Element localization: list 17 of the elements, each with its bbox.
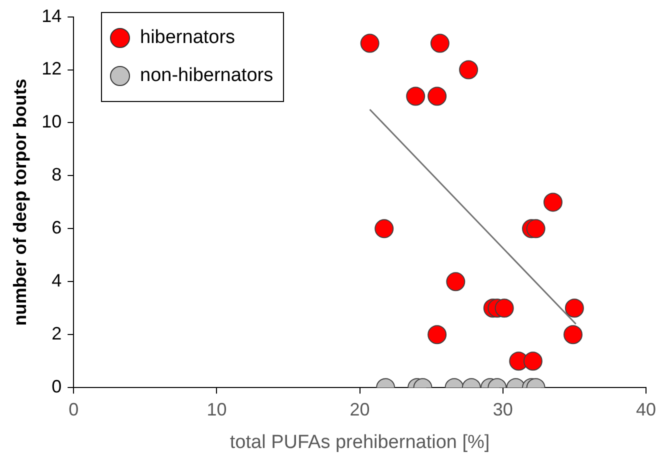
y-tick-label: 14 bbox=[42, 6, 62, 26]
y-tick-label: 10 bbox=[42, 112, 62, 132]
y-axis-title: number of deep torpor bouts bbox=[10, 78, 30, 326]
y-tick-label: 4 bbox=[52, 270, 62, 291]
y-tick-label: 2 bbox=[52, 324, 62, 344]
y-tick-label: 6 bbox=[52, 218, 62, 238]
x-tick-label: 0 bbox=[68, 399, 79, 420]
x-tick-label: 30 bbox=[492, 399, 513, 420]
y-tick-label: 12 bbox=[42, 58, 62, 79]
legend-label: hibernators bbox=[140, 27, 236, 49]
x-tick-label: 40 bbox=[636, 399, 656, 420]
legend-label: non-hibernators bbox=[140, 65, 274, 87]
y-tick-label: 0 bbox=[52, 376, 62, 397]
x-axis-title: total PUFAs prehibernation [%] bbox=[230, 432, 490, 453]
x-tick-label: 20 bbox=[350, 399, 370, 420]
x-tick-label: 10 bbox=[206, 399, 227, 420]
y-tick-label: 8 bbox=[52, 164, 62, 185]
